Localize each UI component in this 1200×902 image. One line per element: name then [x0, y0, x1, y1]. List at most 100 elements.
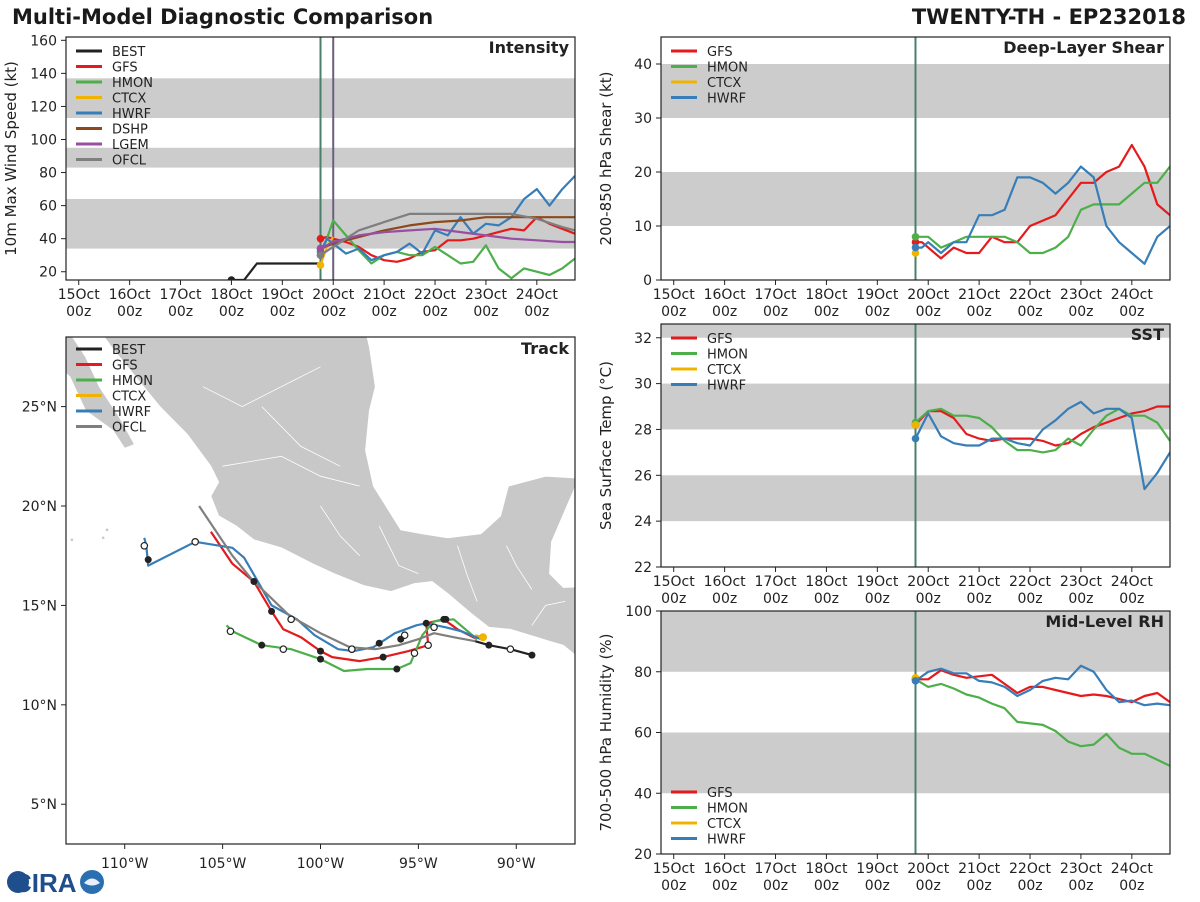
track-xtick-label: 100°W — [297, 856, 345, 872]
rh-start-hwrf — [911, 677, 920, 685]
sst-xtick-day: 19Oct — [856, 574, 899, 590]
intensity-xtick-hour: 00z — [117, 304, 142, 320]
shear-legend-label: GFS — [707, 45, 733, 60]
sst-ytick-label: 24 — [634, 514, 652, 530]
intensity-legend-label: BEST — [112, 45, 145, 60]
track-marker-open — [430, 623, 438, 632]
track-line-best — [474, 640, 533, 657]
logo-text: CIRA — [13, 868, 77, 898]
intensity-ytick-label: 140 — [30, 66, 57, 82]
shear-xtick-day: 20Oct — [907, 287, 950, 303]
track-border-line — [222, 455, 360, 487]
rh-ytick-label: 40 — [634, 786, 652, 802]
intensity-start-gfs — [316, 234, 325, 243]
rh-xtick-hour: 00z — [763, 878, 788, 894]
rh-xtick-day: 20Oct — [907, 861, 950, 877]
intensity-start-ofcl — [316, 251, 325, 260]
shear-xtick-day: 19Oct — [856, 287, 899, 303]
intensity-ytick-label: 60 — [39, 199, 57, 215]
track-marker-open — [424, 641, 432, 649]
sst-xtick-day: 23Oct — [1060, 574, 1103, 590]
shear-xtick-hour: 00z — [814, 304, 839, 320]
shear-series — [911, 143, 1170, 265]
sst-xtick-hour: 00z — [1119, 591, 1144, 607]
track-marker-filled — [258, 641, 266, 649]
rh-xtick-day: 21Oct — [958, 861, 1001, 877]
shear-xtick-hour: 00z — [1068, 304, 1093, 320]
rh-title: Mid-Level RH — [1045, 612, 1164, 631]
track-marker-open — [348, 645, 356, 653]
sst-ytick-label: 32 — [634, 331, 652, 347]
sst-title: SST — [1131, 325, 1164, 344]
rh-legend-label: HMON — [707, 802, 748, 817]
sst-panel: 22242628303215Oct00z16Oct00z17Oct00z18Oc… — [597, 323, 1171, 607]
intensity-xtick-day: 17Oct — [160, 287, 203, 303]
track-border-line — [320, 505, 360, 556]
rh-xtick-day: 22Oct — [1009, 861, 1052, 877]
sst-series — [911, 400, 1170, 491]
track-title: Track — [521, 339, 569, 358]
rh-ylabel: 700-500 hPa Humidity (%) — [597, 633, 615, 831]
intensity-xtick-hour: 00z — [524, 304, 549, 320]
shear-legend-label: CTCX — [707, 76, 741, 91]
intensity-panel: 2040608010012014016015Oct00z16Oct00z17Oc… — [2, 33, 576, 320]
shear-start-ctcx — [911, 249, 920, 257]
sst-xtick-hour: 00z — [661, 591, 686, 607]
sst-ytick-label: 30 — [634, 377, 652, 393]
intensity-ytick-label: 120 — [30, 99, 57, 115]
track-legend-label: HWRF — [112, 405, 151, 420]
track-legend-label: GFS — [112, 359, 138, 374]
track-border-line — [506, 545, 533, 590]
globe-icon — [7, 871, 29, 893]
track-legend-label: HMON — [112, 374, 153, 389]
rh-legend-label: CTCX — [707, 817, 741, 832]
track-marker-open — [279, 645, 288, 653]
sst-legend-label: GFS — [707, 332, 733, 347]
sst-ytick-label: 22 — [634, 560, 652, 576]
intensity-xtick-day: 15Oct — [58, 287, 101, 303]
shear-ytick-label: 30 — [634, 111, 652, 127]
shear-xtick-hour: 00z — [1017, 304, 1042, 320]
storm-id: TWENTY-TH - EP232018 — [911, 5, 1186, 29]
sst-xtick-day: 18Oct — [805, 574, 848, 590]
seal-wave-icon — [84, 878, 100, 886]
track-xtick-label: 95°W — [399, 856, 438, 872]
track-marker-filled — [317, 647, 324, 655]
sst-xtick-day: 15Oct — [653, 574, 696, 590]
rh-ytick-label: 100 — [625, 604, 652, 620]
intensity-line-hmon — [319, 219, 575, 280]
rh-xtick-hour: 00z — [916, 878, 941, 894]
intensity-xtick-day: 21Oct — [363, 287, 406, 303]
track-panel: 110°W 105°W 100°W 95°W 90°W 5°N 10°N 15°N 20°N 25… — [22, 336, 576, 872]
rh-ytick-label: 60 — [634, 726, 652, 742]
track-ytick-label: 20°N — [22, 499, 57, 515]
shear-xtick-hour: 00z — [712, 304, 737, 320]
intensity-legend-label: OFCL — [112, 154, 147, 169]
sst-legend-label: HMON — [707, 348, 748, 363]
shear-xtick-day: 18Oct — [805, 287, 848, 303]
rh-xtick-day: 18Oct — [805, 861, 848, 877]
shear-title: Deep-Layer Shear — [1003, 38, 1164, 57]
track-ctcx-point — [478, 633, 487, 642]
track-border-line — [261, 406, 341, 467]
sst-xtick-hour: 00z — [916, 591, 941, 607]
intensity-ytick-label: 100 — [30, 132, 57, 148]
intensity-xtick-day: 23Oct — [465, 287, 508, 303]
shear-xtick-day: 23Oct — [1060, 287, 1103, 303]
shear-xtick-hour: 00z — [967, 304, 992, 320]
shear-ylabel: 200-850 hPa Shear (kt) — [597, 72, 615, 246]
rh-legend-label: HWRF — [707, 833, 746, 848]
rh-xtick-hour: 00z — [712, 878, 737, 894]
track-legend-label: CTCX — [112, 390, 146, 405]
track-marker-filled — [442, 615, 450, 623]
intensity-legend-label: LGEM — [112, 138, 149, 153]
track-border-line — [202, 366, 321, 408]
intensity-xtick-hour: 00z — [372, 304, 397, 320]
intensity-xtick-day: 18Oct — [210, 287, 253, 303]
intensity-frame — [65, 36, 576, 281]
track-marker-filled — [144, 556, 152, 564]
